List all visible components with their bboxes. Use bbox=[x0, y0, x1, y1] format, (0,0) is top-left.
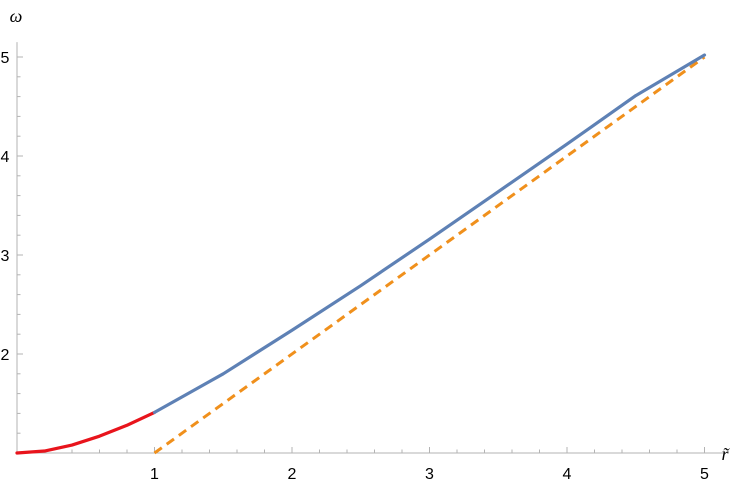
x-tick-label: 2 bbox=[288, 466, 297, 483]
series-line-0 bbox=[15, 410, 157, 455]
asymptote-dashed-line bbox=[153, 55, 706, 455]
x-tick-label: 4 bbox=[563, 466, 572, 483]
series-line-1 bbox=[152, 53, 707, 415]
y-tick-label: 3 bbox=[1, 248, 10, 265]
x-tick-label: 3 bbox=[425, 466, 434, 483]
y-tick-label: 2 bbox=[1, 347, 10, 364]
x-axis-label: r̃ bbox=[721, 444, 730, 464]
y-tick-label: 4 bbox=[1, 149, 10, 166]
y-tick-label: 5 bbox=[1, 50, 10, 67]
axes: 1 2 3 4 5 2 3 4 5 bbox=[1, 42, 724, 483]
series-layer bbox=[15, 53, 707, 455]
x-tick-label: 5 bbox=[700, 466, 709, 483]
x-tick-label: 1 bbox=[150, 466, 159, 483]
y-axis-label: ω bbox=[10, 6, 23, 26]
